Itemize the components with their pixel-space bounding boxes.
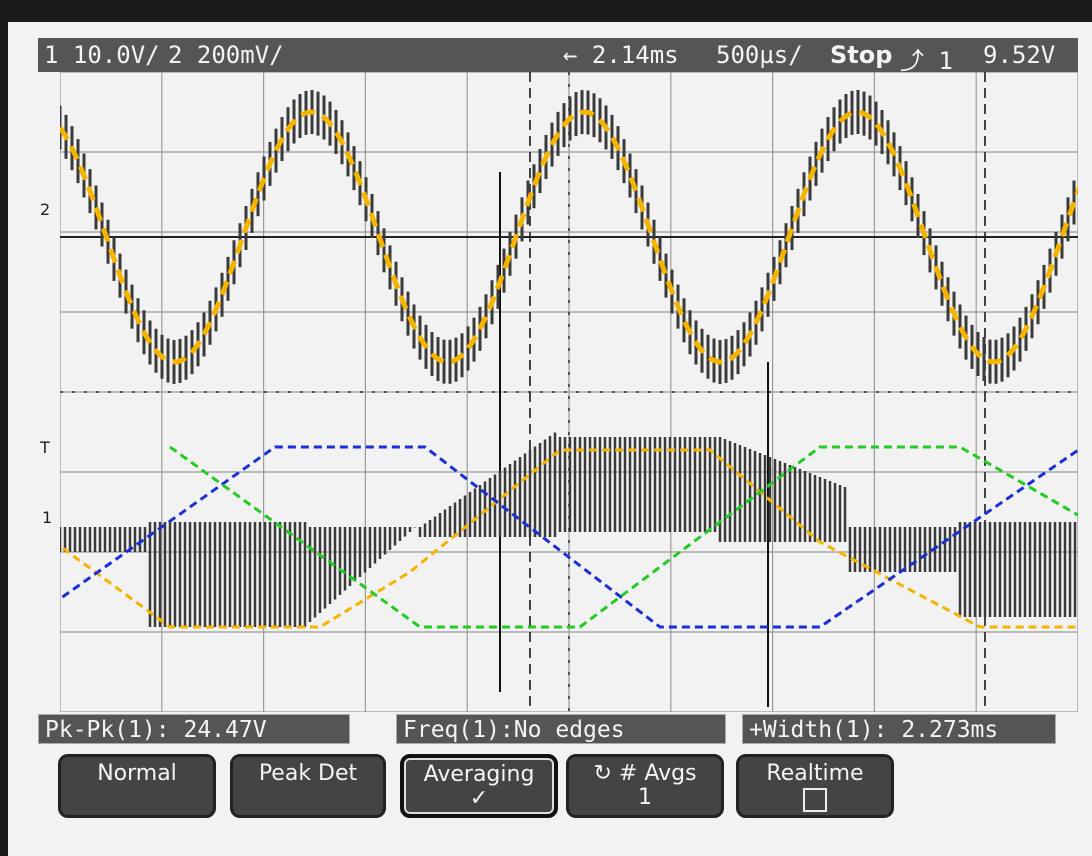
orange-sine-overlay — [60, 109, 1078, 365]
trigger-marker: T — [40, 438, 50, 457]
ch2-marker: 2 — [40, 200, 51, 219]
time-offset: ← 2.14ms — [563, 41, 679, 69]
green-trapezoid — [169, 445, 1078, 629]
ch1-marker: 1 — [42, 508, 53, 527]
averaging-button[interactable]: Averaging ✓ — [400, 754, 558, 818]
measurement-bar: Pk-Pk(1): 24.47V Freq(1):No edges +Width… — [38, 712, 1078, 746]
softkey-row: Normal Peak Det Averaging ✓ ↻ # Avgs 1 R… — [38, 752, 1078, 820]
blue-trapezoid — [60, 445, 1078, 629]
waveform-display — [60, 72, 1078, 712]
num-avgs-button[interactable]: ↻ # Avgs 1 — [566, 754, 724, 818]
time-scale: 500µs/ — [716, 41, 803, 69]
realtime-button[interactable]: Realtime — [736, 754, 894, 818]
waveform-traces — [60, 90, 1077, 627]
realtime-checkbox-icon — [803, 788, 827, 812]
trigger-level: 9.52V — [983, 41, 1056, 69]
measurement-pkpk: Pk-Pk(1): 24.47V — [38, 714, 350, 744]
graticule — [60, 72, 1078, 712]
measurement-width: +Width(1): 2.273ms — [742, 714, 1056, 744]
ch2-scale: 2 200mV/ — [168, 41, 284, 69]
ch1-scale: 1 10.0V/ — [44, 41, 160, 69]
peak-detect-button[interactable]: Peak Det — [230, 754, 386, 818]
overlay-curves — [60, 109, 1078, 629]
averaging-check-icon: ✓ — [469, 786, 489, 811]
orange-trapezoid — [60, 448, 1078, 629]
run-state: Stop — [830, 41, 893, 69]
trigger-source: ⤴ 1 — [900, 47, 953, 75]
status-bar: 1 10.0V/ 2 200mV/ ← 2.14ms 500µs/ Stop ⤴… — [38, 38, 1078, 75]
ch1-waveform — [60, 432, 1077, 627]
measurement-freq: Freq(1):No edges — [396, 714, 726, 744]
normal-button[interactable]: Normal — [58, 754, 216, 818]
